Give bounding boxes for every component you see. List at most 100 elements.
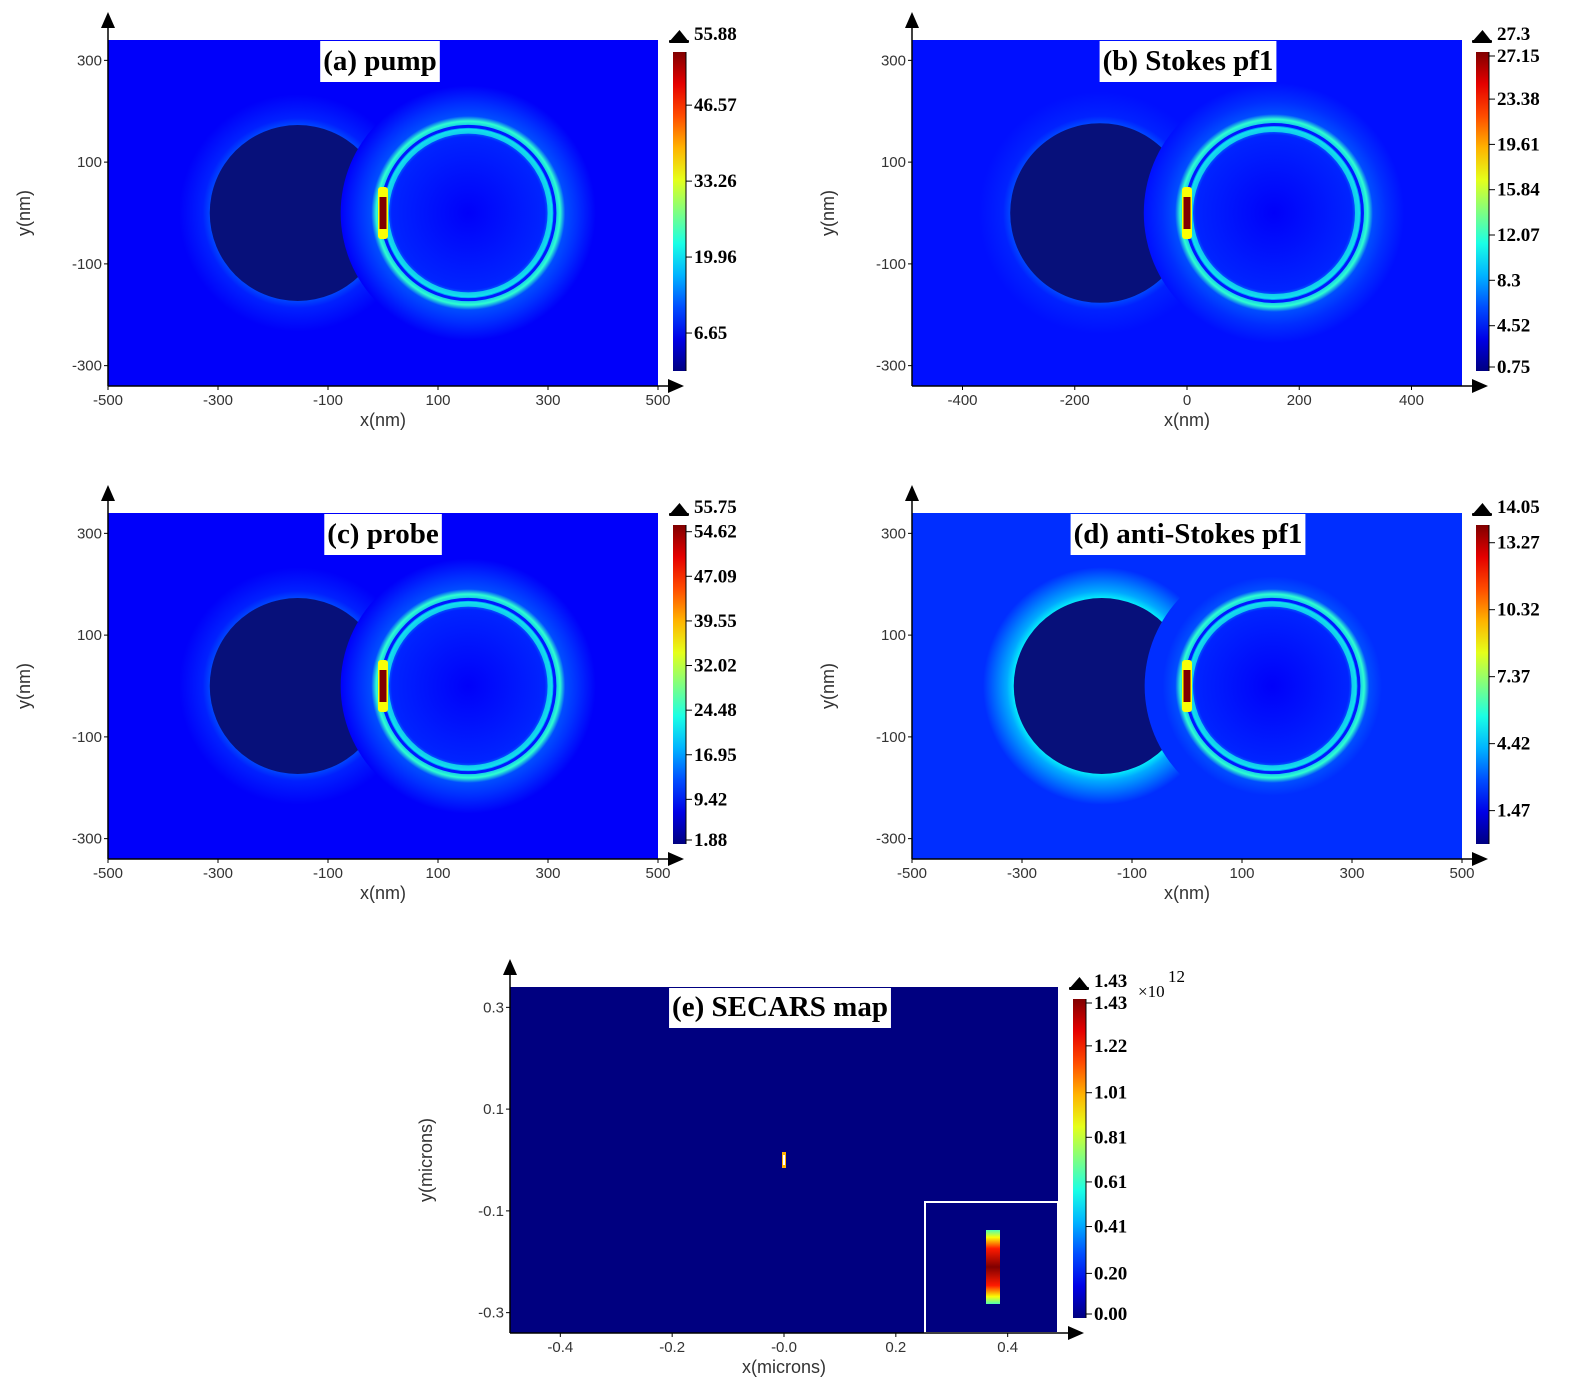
colorbar-max-marker-base <box>1472 40 1492 43</box>
x-axis-arrow <box>1068 1326 1084 1340</box>
x-tick-label: -100 <box>313 392 343 409</box>
y-tick-label: 100 <box>77 154 102 171</box>
colorbar-max-label: 55.75 <box>694 497 737 518</box>
x-tick-label: 100 <box>1229 865 1254 882</box>
field-features <box>178 558 596 814</box>
x-axis-arrow <box>1472 852 1488 866</box>
field-features <box>178 85 596 341</box>
y-axis-arrow <box>101 12 115 28</box>
y-tick-label: -300 <box>876 358 906 375</box>
x-tick-label: 300 <box>1339 865 1364 882</box>
y-tick-label: 300 <box>881 525 906 542</box>
title-background <box>669 988 891 1028</box>
field-features <box>782 1152 786 1168</box>
y-tick-label: -100 <box>876 256 906 273</box>
colorbar-tick-label: 23.38 <box>1497 89 1540 110</box>
x-tick-label: 0 <box>1183 392 1191 409</box>
x-axis-label: x(nm) <box>1164 410 1210 430</box>
hotspot-core <box>379 197 387 229</box>
colorbar <box>673 52 686 371</box>
chart-panel-c: -500 -300 -100 100 300 500 300 100 -100 -300 x(nm)… <box>14 485 737 903</box>
title-background <box>320 41 440 82</box>
colorbar-max-marker <box>669 503 689 515</box>
x-tick-label: -500 <box>93 392 123 409</box>
dark-disk <box>1013 598 1190 774</box>
colorbar-max-marker-base <box>669 513 689 516</box>
x-tick-label: 0.2 <box>885 1339 906 1356</box>
x-tick-label: 500 <box>645 865 670 882</box>
y-axis-arrow <box>905 485 919 501</box>
y-tick-label: -0.1 <box>478 1203 504 1220</box>
dark-disk <box>209 125 386 301</box>
x-tick-label: -100 <box>1117 865 1147 882</box>
colorbar-max-marker-base <box>1472 513 1492 516</box>
colorbar-max-label: 14.05 <box>1497 497 1540 518</box>
colorbar <box>1476 525 1489 844</box>
colorbar-tick-label: 46.57 <box>694 95 737 116</box>
y-tick-label: 300 <box>881 52 906 69</box>
colorbar-tick-label: 1.43 <box>1094 993 1127 1014</box>
colorbar-tick-label: 8.3 <box>1497 270 1521 291</box>
panel-title: (c) probe <box>327 518 439 550</box>
colorbar-tick-label: 27.15 <box>1497 46 1540 67</box>
y-tick-label: -100 <box>72 729 102 746</box>
colorbar-tick-label: 0.00 <box>1094 1304 1127 1325</box>
title-background <box>1070 514 1306 555</box>
x-tick-label: 300 <box>535 865 560 882</box>
x-axis-label: x(microns) <box>742 1357 826 1377</box>
colorbar <box>673 525 686 844</box>
y-axis-arrow <box>905 12 919 28</box>
panel-title: (b) Stokes pf1 <box>1103 45 1274 77</box>
x-tick-label: -0.2 <box>659 1339 685 1356</box>
panel-title: (e) SECARS map <box>672 991 888 1023</box>
dark-disk <box>209 598 386 774</box>
colorbar-tick-label: 39.55 <box>694 611 737 632</box>
y-tick-label: 0.3 <box>483 999 504 1016</box>
colorbar-tick-label: 13.27 <box>1497 533 1540 554</box>
chart-panel-b: -400 -200 0 200 400 300 100 -100 -300 x(nm) y(nm) (… <box>818 12 1540 430</box>
colorbar-exponent: 12 <box>1168 967 1185 986</box>
colorbar-tick-label: 32.02 <box>694 656 737 677</box>
ring-halo <box>1143 82 1405 344</box>
colorbar-max-marker <box>1069 977 1089 989</box>
y-tick-label: 100 <box>77 627 102 644</box>
y-tick-label: -300 <box>876 831 906 848</box>
colorbar-max-label: 27.3 <box>1497 24 1530 45</box>
inset-hotspot <box>986 1230 1000 1304</box>
dark-disk <box>1010 123 1190 303</box>
y-tick-label: 300 <box>77 525 102 542</box>
y-tick-label: -100 <box>876 729 906 746</box>
colorbar-tick-label: 4.52 <box>1497 316 1530 337</box>
x-tick-label: -300 <box>1007 865 1037 882</box>
colorbar-exponent-base: ×10 <box>1138 982 1165 1001</box>
colorbar-tick-label: 1.22 <box>1094 1036 1127 1057</box>
colorbar-tick-label: 16.95 <box>694 745 737 766</box>
colorbar-tick-label: 10.32 <box>1497 600 1540 621</box>
x-tick-label: 400 <box>1399 392 1424 409</box>
colorbar-tick-label: 9.42 <box>694 789 727 810</box>
colorbar-tick-label: 7.37 <box>1497 667 1531 688</box>
y-tick-label: -300 <box>72 358 102 375</box>
y-tick-label: 100 <box>881 627 906 644</box>
x-axis-arrow <box>668 379 684 393</box>
colorbar-max-label: 1.43 <box>1094 971 1127 992</box>
y-axis-label: y(nm) <box>818 663 838 709</box>
colorbar-tick-label: 19.61 <box>1497 134 1540 155</box>
chart-panel-d: -500 -300 -100 100 300 500 300 100 -100 -300 x(nm)… <box>818 485 1540 903</box>
x-tick-label: -300 <box>203 392 233 409</box>
colorbar-tick-label: 0.41 <box>1094 1217 1127 1238</box>
y-tick-label: 300 <box>77 52 102 69</box>
x-axis-label: x(nm) <box>360 410 406 430</box>
y-axis-arrow <box>503 959 517 975</box>
title-background <box>324 514 442 555</box>
colorbar-tick-label: 15.84 <box>1497 180 1540 201</box>
colorbar-tick-label: 54.62 <box>694 522 737 543</box>
colorbar-max-marker-base <box>1069 987 1089 990</box>
colorbar-tick-label: 12.07 <box>1497 225 1540 246</box>
x-tick-label: -300 <box>203 865 233 882</box>
y-tick-label: 0.1 <box>483 1101 504 1118</box>
colorbar-max-marker <box>669 30 689 42</box>
colorbar-tick-label: 0.61 <box>1094 1172 1127 1193</box>
y-tick-label: -100 <box>72 256 102 273</box>
y-tick-label: -0.3 <box>478 1305 504 1322</box>
